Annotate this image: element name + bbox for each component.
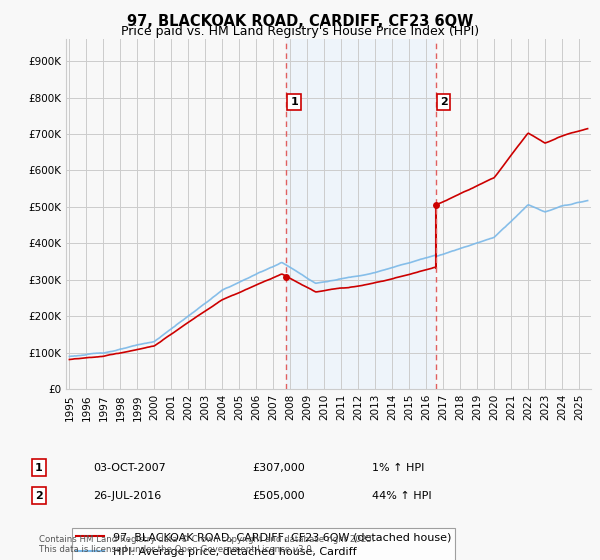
Text: Price paid vs. HM Land Registry's House Price Index (HPI): Price paid vs. HM Land Registry's House … — [121, 25, 479, 38]
Bar — [286, 39, 436, 389]
Legend: 97, BLACKOAK ROAD, CARDIFF, CF23 6QW (detached house), HPI: Average price, detac: 97, BLACKOAK ROAD, CARDIFF, CF23 6QW (de… — [71, 528, 455, 560]
Text: 97, BLACKOAK ROAD, CARDIFF, CF23 6QW: 97, BLACKOAK ROAD, CARDIFF, CF23 6QW — [127, 14, 473, 29]
Text: 1: 1 — [290, 97, 298, 107]
Text: 44% ↑ HPI: 44% ↑ HPI — [372, 491, 431, 501]
Text: £505,000: £505,000 — [252, 491, 305, 501]
Text: 03-OCT-2007: 03-OCT-2007 — [93, 463, 166, 473]
Text: £307,000: £307,000 — [252, 463, 305, 473]
Text: 2: 2 — [35, 491, 43, 501]
Text: Contains HM Land Registry data © Crown copyright and database right 2025.
This d: Contains HM Land Registry data © Crown c… — [39, 535, 374, 554]
Text: 1: 1 — [35, 463, 43, 473]
Text: 2: 2 — [440, 97, 448, 107]
Text: 26-JUL-2016: 26-JUL-2016 — [93, 491, 161, 501]
Text: 1% ↑ HPI: 1% ↑ HPI — [372, 463, 424, 473]
